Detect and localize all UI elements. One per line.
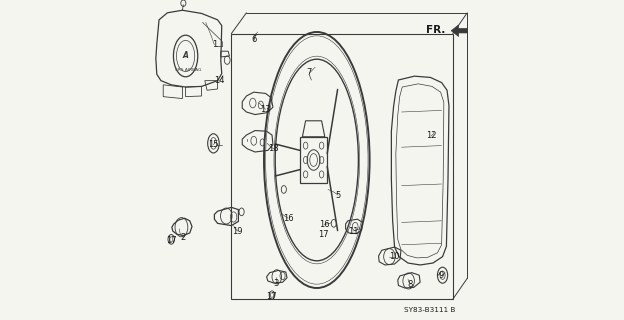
Text: 1: 1: [212, 40, 217, 49]
Text: SY83-B3111 B: SY83-B3111 B: [404, 307, 456, 313]
Text: 11: 11: [348, 227, 359, 236]
Text: 5: 5: [336, 191, 341, 200]
Text: 7: 7: [307, 68, 312, 77]
Text: A: A: [183, 52, 188, 60]
Text: 12: 12: [426, 132, 436, 140]
Text: 2: 2: [181, 233, 186, 242]
Text: 17: 17: [166, 236, 177, 245]
Text: 14: 14: [214, 76, 225, 85]
Text: 15: 15: [208, 140, 218, 149]
Text: 10: 10: [389, 252, 400, 261]
Text: 17: 17: [318, 230, 328, 239]
Text: 16: 16: [283, 214, 293, 223]
Text: 17: 17: [266, 292, 276, 301]
Text: 3: 3: [273, 279, 279, 288]
Text: 13: 13: [260, 105, 271, 114]
Text: 8: 8: [408, 280, 413, 289]
Text: 6: 6: [251, 35, 256, 44]
Text: 16: 16: [319, 220, 329, 229]
Text: FR.: FR.: [426, 25, 446, 36]
Text: 19: 19: [233, 227, 243, 236]
Polygon shape: [451, 25, 467, 36]
Text: SRS AIRBAG: SRS AIRBAG: [175, 68, 202, 72]
Text: 9: 9: [439, 271, 444, 280]
Text: 18: 18: [268, 144, 279, 153]
